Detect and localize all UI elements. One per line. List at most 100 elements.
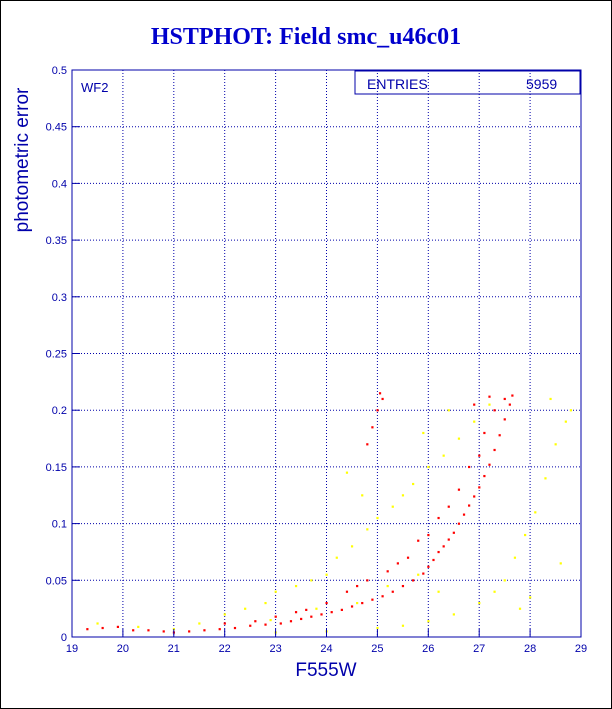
y-tick-label: 0.05: [46, 575, 67, 587]
data-point: [223, 622, 226, 625]
data-point: [427, 565, 430, 568]
data-point: [249, 624, 252, 627]
data-point: [386, 584, 389, 588]
data-point: [478, 486, 481, 489]
data-point: [422, 431, 425, 435]
data-point: [511, 394, 514, 397]
y-tick-label: 0.25: [46, 349, 67, 361]
data-point: [198, 622, 201, 625]
data-point: [310, 579, 313, 582]
data-point: [534, 511, 537, 514]
data-point: [264, 623, 267, 626]
data-point: [569, 409, 573, 412]
y-tick-label: 0.2: [52, 405, 67, 417]
data-point: [478, 454, 481, 457]
data-point: [345, 590, 349, 593]
data-point: [300, 617, 303, 621]
grid: [72, 70, 581, 637]
data-point: [488, 395, 491, 398]
data-point: [437, 590, 440, 593]
data-point: [549, 397, 552, 401]
data-point: [503, 397, 506, 401]
axis-ticks: 19 20 21 22 23 24 25 26 27 28 29 0 0.05 0.1 0.15 0.2 0.2…: [46, 65, 588, 655]
data-point: [218, 628, 221, 631]
data-point: [350, 545, 354, 548]
data-point: [457, 522, 461, 525]
data-point: [320, 613, 323, 616]
data-point: [376, 626, 379, 630]
data-point: [524, 533, 527, 537]
data-point: [437, 516, 440, 520]
data-point: [427, 465, 430, 469]
data-point: [417, 573, 420, 576]
panel-label: WF2: [81, 80, 108, 95]
data-point: [86, 628, 89, 631]
data-point: [447, 538, 450, 541]
data-point: [274, 590, 277, 593]
data-point: [378, 392, 382, 395]
data-point: [483, 431, 486, 435]
data-point: [371, 598, 374, 601]
data-point: [488, 463, 491, 466]
data-point: [488, 403, 491, 406]
data-point: [269, 618, 272, 622]
y-tick-label: 0.1: [52, 519, 67, 531]
data-point: [366, 528, 369, 531]
data-point: [518, 607, 522, 610]
data-point: [508, 403, 511, 406]
y-tick-label: 0.15: [46, 462, 67, 474]
data-point: [493, 409, 496, 412]
data-point: [503, 418, 506, 421]
data-point: [406, 556, 410, 559]
data-point: [315, 607, 318, 610]
data-point: [386, 570, 389, 573]
data-point: [325, 601, 328, 605]
x-tick-label: 28: [524, 643, 536, 655]
data-point: [396, 562, 399, 565]
data-point: [289, 620, 293, 623]
data-point: [437, 550, 440, 554]
y-tick-label: 0.5: [52, 65, 67, 77]
x-tick-label: 25: [371, 643, 383, 655]
data-point: [513, 556, 517, 559]
data-point: [305, 608, 308, 611]
data-point: [442, 545, 445, 548]
data-point: [493, 590, 496, 593]
y-tick-label: 0.35: [46, 235, 67, 247]
data-point: [422, 572, 425, 575]
data-point: [361, 494, 364, 497]
data-point: [417, 539, 420, 542]
data-point: [544, 477, 547, 480]
x-axis-label: F555W: [295, 660, 356, 681]
y-axis-label: photometric error: [12, 87, 33, 232]
data-point: [427, 533, 430, 537]
x-tick-label: 23: [269, 643, 281, 655]
data-point: [452, 531, 455, 534]
data-point: [401, 584, 405, 588]
data-point: [294, 584, 298, 588]
data-points: [86, 392, 573, 634]
data-point: [116, 625, 120, 628]
data-point: [147, 629, 150, 632]
data-point: [391, 590, 394, 593]
data-point: [310, 615, 313, 618]
data-point: [188, 630, 191, 633]
data-point: [340, 608, 343, 611]
data-point: [330, 611, 333, 614]
stats-box: ENTRIES 5959: [354, 70, 581, 95]
y-tick-label: 0.45: [46, 122, 67, 134]
data-point: [325, 573, 328, 576]
data-point: [564, 420, 567, 423]
x-tick-label: 19: [66, 643, 78, 655]
data-point: [442, 454, 445, 457]
data-point: [468, 465, 471, 469]
stats-value: 5959: [526, 76, 557, 92]
data-point: [483, 474, 486, 478]
data-point: [132, 629, 135, 632]
data-point: [244, 607, 247, 610]
data-point: [233, 626, 237, 630]
data-point: [376, 409, 379, 412]
x-tick-label: 24: [320, 643, 332, 655]
data-point: [274, 615, 277, 618]
